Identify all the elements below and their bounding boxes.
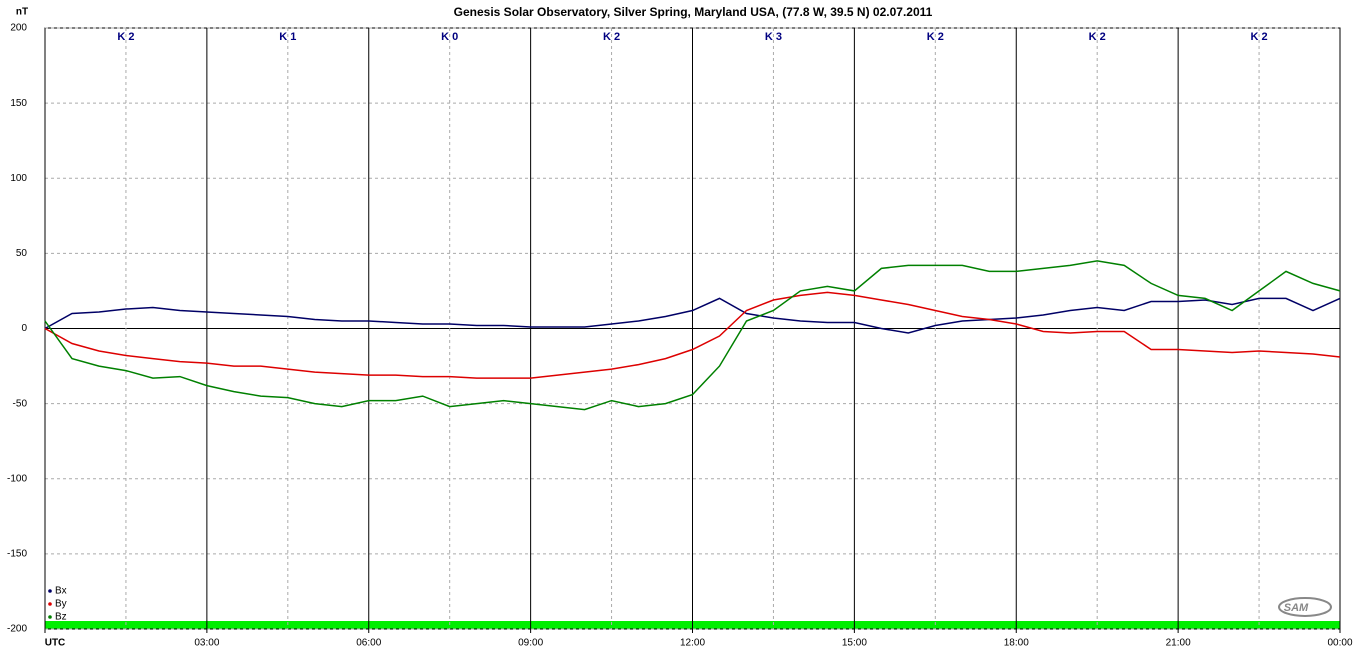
x-tick-label: 06:00 — [356, 638, 381, 649]
k-index-label: K 3 — [765, 31, 782, 43]
k-index-label: K 0 — [441, 31, 458, 43]
legend-marker — [48, 602, 52, 606]
y-tick-label: 200 — [10, 23, 27, 34]
y-axis-label: nT — [16, 7, 28, 18]
k-index-label: K 1 — [279, 31, 296, 43]
x-tick-label: 12:00 — [680, 638, 705, 649]
x-tick-label: 21:00 — [1166, 638, 1191, 649]
k-index-label: K 2 — [603, 31, 620, 43]
y-tick-label: 100 — [10, 173, 27, 184]
logo-text: SAM — [1284, 602, 1309, 614]
x-tick-label: UTC — [45, 638, 66, 649]
logo: SAM — [1278, 597, 1332, 617]
y-tick-label: 50 — [16, 248, 28, 259]
y-tick-label: -50 — [13, 398, 28, 409]
y-tick-label: -150 — [7, 549, 27, 560]
x-tick-label: 03:00 — [194, 638, 219, 649]
logo-ring — [1278, 597, 1332, 617]
y-tick-label: -200 — [7, 624, 27, 635]
series-line — [44, 291, 1341, 379]
legend-label: By — [55, 599, 67, 610]
k-index-label: K 2 — [117, 31, 134, 43]
k-index-label: K 2 — [1089, 31, 1106, 43]
x-tick-label: 00:00 — [1327, 638, 1352, 649]
chart-title: Genesis Solar Observatory, Silver Spring… — [454, 5, 933, 19]
x-tick-label: 15:00 — [842, 638, 867, 649]
y-tick-label: 0 — [21, 323, 27, 334]
k-index-label: K 2 — [927, 31, 944, 43]
x-tick-label: 18:00 — [1004, 638, 1029, 649]
y-tick-label: 150 — [10, 98, 27, 109]
x-tick-label: 09:00 — [518, 638, 543, 649]
legend-marker — [48, 589, 52, 593]
legend-label: Bx — [55, 586, 67, 597]
k-index-label: K 2 — [1251, 31, 1268, 43]
series-line — [44, 260, 1341, 411]
y-tick-label: -100 — [7, 473, 27, 484]
legend-marker — [48, 615, 52, 619]
legend-label: Bz — [55, 612, 67, 623]
series-line — [44, 297, 1341, 334]
